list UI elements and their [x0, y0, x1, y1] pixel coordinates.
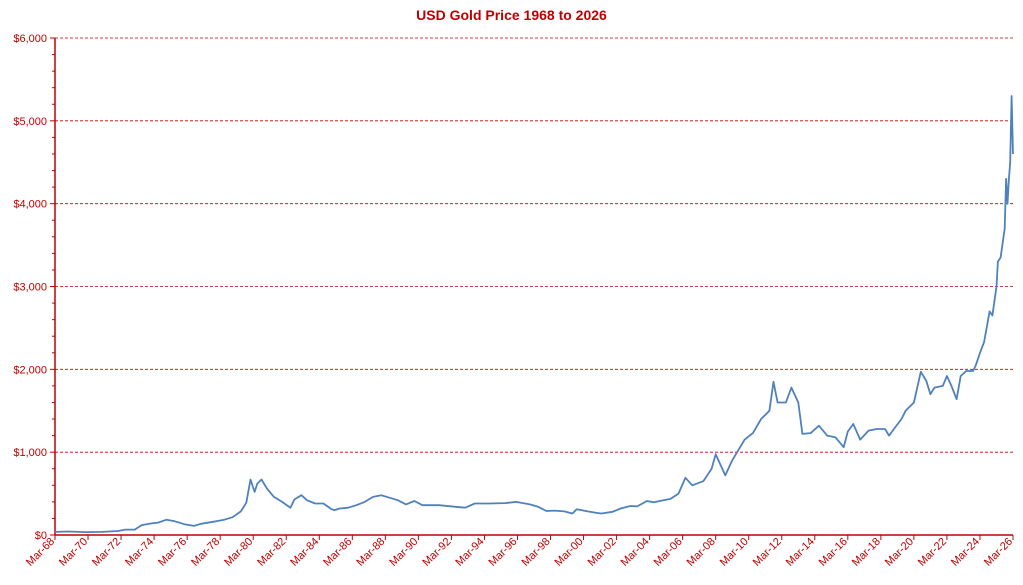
- x-tick-label: Mar-96: [486, 536, 519, 569]
- gridlines: [55, 37, 1013, 453]
- x-tick-label: Mar-20: [883, 536, 916, 569]
- y-tick-label: $1,000: [13, 447, 47, 459]
- y-tick-label: $4,000: [13, 199, 47, 211]
- x-tick-label: Mar-88: [354, 536, 387, 569]
- x-tick-label: Mar-24: [949, 536, 982, 569]
- x-tick-label: Mar-86: [321, 536, 354, 569]
- y-tick-label: $0: [35, 530, 47, 542]
- x-tick-label: Mar-80: [222, 536, 255, 569]
- series-line: [54, 95, 1014, 533]
- x-tick-label: Mar-76: [156, 536, 189, 569]
- y-tick-label: $6,000: [13, 33, 47, 45]
- axes: [54, 38, 1013, 536]
- y-axis-ticks: $0 $1,000 $2,000 $3,000 $4,000 $5,000 $6,000: [13, 33, 55, 542]
- x-tick-label: Mar-82: [255, 536, 288, 569]
- x-tick-label: Mar-98: [520, 536, 553, 569]
- x-tick-label: Mar-12: [751, 536, 784, 569]
- x-tick-label: Mar-78: [189, 536, 222, 569]
- x-tick-label: Mar-10: [718, 536, 751, 569]
- x-tick-label: Mar-02: [586, 536, 619, 569]
- y-tick-label: $3,000: [13, 282, 47, 294]
- x-axis-ticks: Mar-68 Mar-70 Mar-72 Mar-74 Mar-76 Mar-78 Mar-…: [24, 535, 1015, 569]
- y-tick-label: $5,000: [13, 116, 47, 128]
- x-tick-label: Mar-14: [784, 536, 817, 569]
- x-tick-label: Mar-00: [553, 536, 586, 569]
- x-tick-label: Mar-26: [982, 536, 1015, 569]
- y-tick-label: $2,000: [13, 364, 47, 376]
- x-tick-label: Mar-04: [619, 536, 652, 569]
- series-layer: [54, 95, 1014, 533]
- x-tick-label: Mar-06: [652, 536, 685, 569]
- x-tick-label: Mar-70: [57, 536, 90, 569]
- x-tick-label: Mar-74: [123, 536, 156, 569]
- x-tick-label: Mar-16: [817, 536, 850, 569]
- x-tick-label: Mar-18: [850, 536, 883, 569]
- x-tick-label: Mar-08: [685, 536, 718, 569]
- x-tick-label: Mar-92: [420, 536, 453, 569]
- x-tick-label: Mar-94: [453, 536, 486, 569]
- x-tick-label: Mar-84: [288, 536, 321, 569]
- chart-title: USD Gold Price 1968 to 2026: [416, 7, 607, 23]
- x-tick-label: Mar-22: [916, 536, 949, 569]
- x-tick-label: Mar-90: [387, 536, 420, 569]
- x-tick-label: Mar-72: [90, 536, 123, 569]
